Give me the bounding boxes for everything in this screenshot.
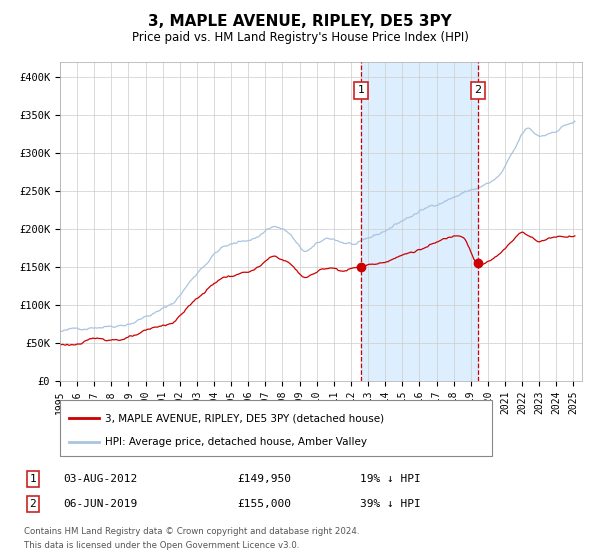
Text: 06-JUN-2019: 06-JUN-2019 bbox=[63, 499, 137, 509]
Text: 1: 1 bbox=[358, 85, 364, 95]
Text: Price paid vs. HM Land Registry's House Price Index (HPI): Price paid vs. HM Land Registry's House … bbox=[131, 31, 469, 44]
Text: 1: 1 bbox=[29, 474, 37, 484]
Text: This data is licensed under the Open Government Licence v3.0.: This data is licensed under the Open Gov… bbox=[24, 541, 299, 550]
Text: 3, MAPLE AVENUE, RIPLEY, DE5 3PY: 3, MAPLE AVENUE, RIPLEY, DE5 3PY bbox=[148, 14, 452, 29]
Text: £149,950: £149,950 bbox=[237, 474, 291, 484]
Text: 2: 2 bbox=[29, 499, 37, 509]
Text: 19% ↓ HPI: 19% ↓ HPI bbox=[360, 474, 421, 484]
Text: 2: 2 bbox=[475, 85, 482, 95]
Bar bbox=[361, 62, 478, 381]
Text: £155,000: £155,000 bbox=[237, 499, 291, 509]
Text: 3, MAPLE AVENUE, RIPLEY, DE5 3PY (detached house): 3, MAPLE AVENUE, RIPLEY, DE5 3PY (detach… bbox=[105, 413, 384, 423]
Text: HPI: Average price, detached house, Amber Valley: HPI: Average price, detached house, Ambe… bbox=[105, 437, 367, 447]
Text: Contains HM Land Registry data © Crown copyright and database right 2024.: Contains HM Land Registry data © Crown c… bbox=[24, 528, 359, 536]
Text: 03-AUG-2012: 03-AUG-2012 bbox=[63, 474, 137, 484]
Text: 39% ↓ HPI: 39% ↓ HPI bbox=[360, 499, 421, 509]
